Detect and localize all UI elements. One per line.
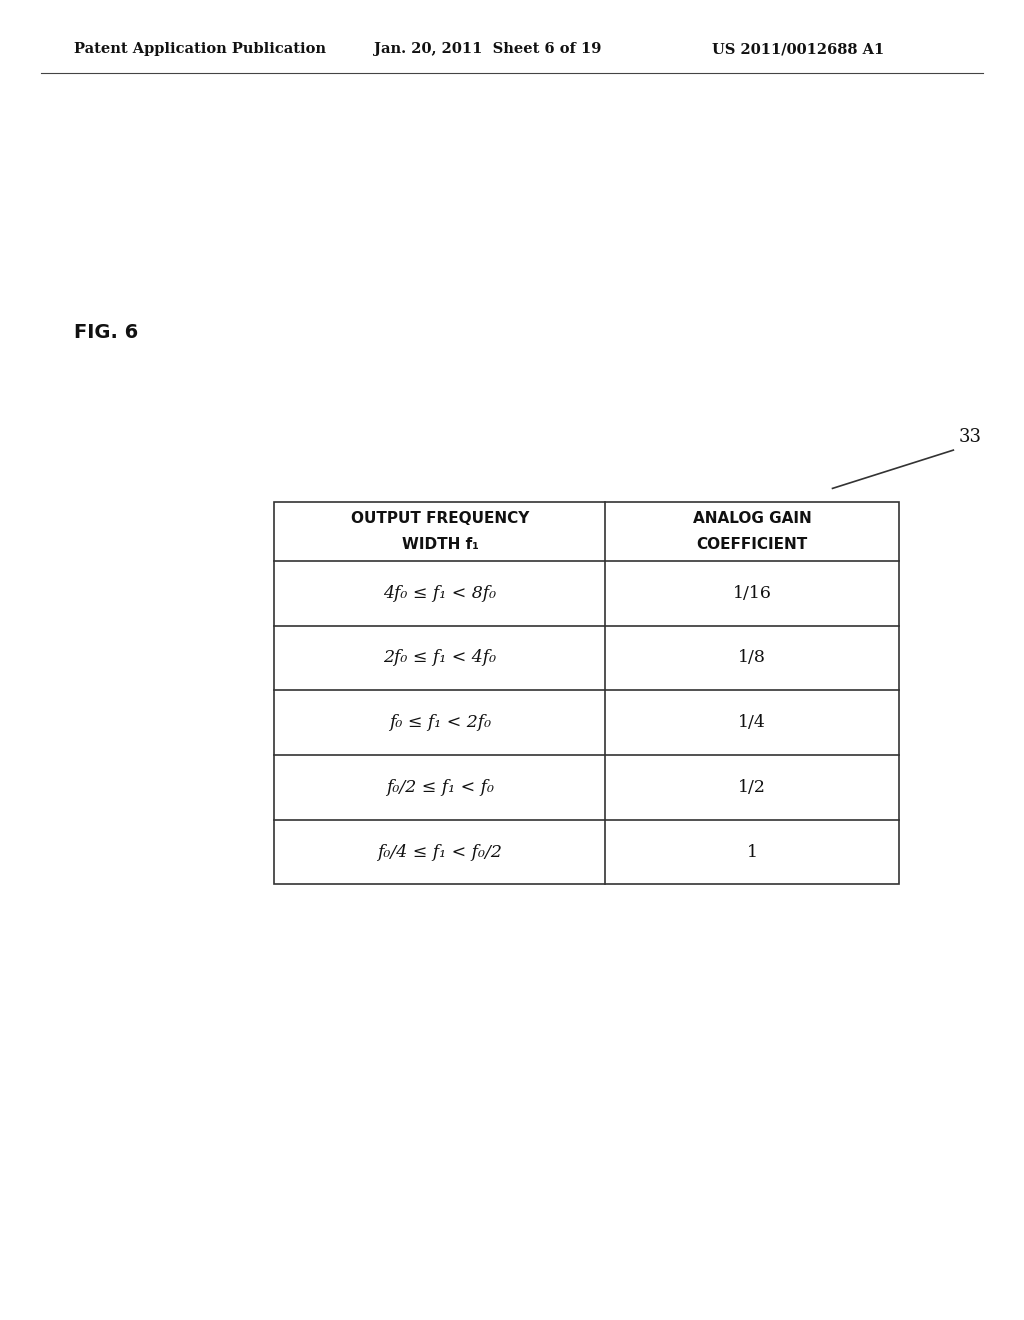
Text: ANALOG GAIN: ANALOG GAIN [693,511,812,525]
Text: 1/4: 1/4 [738,714,766,731]
Text: f₀/4 ≤ f₁ < f₀/2: f₀/4 ≤ f₁ < f₀/2 [378,843,503,861]
Text: FIG. 6: FIG. 6 [74,323,138,342]
Text: 2f₀ ≤ f₁ < 4f₀: 2f₀ ≤ f₁ < 4f₀ [383,649,497,667]
Text: 1/2: 1/2 [738,779,766,796]
Text: US 2011/0012688 A1: US 2011/0012688 A1 [712,42,884,57]
Text: OUTPUT FREQUENCY: OUTPUT FREQUENCY [351,511,529,525]
Text: 4f₀ ≤ f₁ < 8f₀: 4f₀ ≤ f₁ < 8f₀ [383,585,497,602]
Text: 1/8: 1/8 [738,649,766,667]
Text: 1: 1 [746,843,758,861]
Text: Jan. 20, 2011  Sheet 6 of 19: Jan. 20, 2011 Sheet 6 of 19 [374,42,601,57]
Text: f₀/2 ≤ f₁ < f₀: f₀/2 ≤ f₁ < f₀ [386,779,494,796]
Text: 1/16: 1/16 [733,585,772,602]
Text: Patent Application Publication: Patent Application Publication [74,42,326,57]
Text: 33: 33 [958,428,981,446]
Bar [274,502,899,884]
Text: COEFFICIENT: COEFFICIENT [696,537,808,552]
Text: WIDTH f₁: WIDTH f₁ [401,537,478,552]
Text: f₀ ≤ f₁ < 2f₀: f₀ ≤ f₁ < 2f₀ [389,714,492,731]
